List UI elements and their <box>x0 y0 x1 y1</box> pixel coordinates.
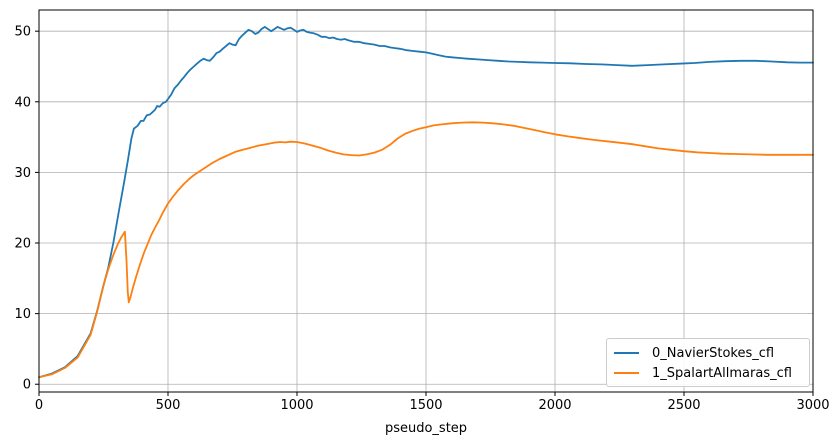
x-tick-label: 1000 <box>280 398 313 413</box>
x-tick-label: 500 <box>156 398 181 413</box>
y-tick-label: 0 <box>23 378 31 393</box>
legend-entry-navierstokes: 0_NavierStokes_cfl <box>614 343 809 363</box>
y-tick-label: 30 <box>14 166 31 181</box>
legend: 0_NavierStokes_cfl 1_SpalartAllmaras_cfl <box>606 338 810 387</box>
y-tick-label: 40 <box>14 95 31 110</box>
legend-label: 0_NavierStokes_cfl <box>652 345 775 361</box>
y-tick-label: 50 <box>14 25 31 40</box>
series-line-0 <box>38 25 814 379</box>
legend-line-sample-orange <box>614 372 639 374</box>
x-tick-label: 0 <box>35 398 43 413</box>
x-tick-label: 2000 <box>538 398 571 413</box>
y-tick-label: 20 <box>14 237 31 252</box>
y-tick-label: 10 <box>14 307 31 322</box>
x-tick-label: 1500 <box>409 398 442 413</box>
legend-line-sample-blue <box>614 352 639 354</box>
legend-entry-spalartallmaras: 1_SpalartAllmaras_cfl <box>614 363 809 383</box>
legend-label: 1_SpalartAllmaras_cfl <box>652 365 792 381</box>
x-tick-label: 3000 <box>796 398 829 413</box>
series-line-1 <box>38 121 814 379</box>
x-axis-label: pseudo_step <box>384 421 468 436</box>
x-tick-label: 2500 <box>667 398 700 413</box>
